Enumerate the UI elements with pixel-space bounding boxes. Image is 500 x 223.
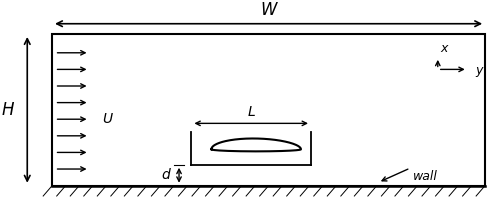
- Text: H: H: [1, 101, 14, 119]
- Text: W: W: [260, 0, 277, 19]
- Bar: [52, 34, 485, 186]
- Text: d: d: [162, 168, 170, 182]
- Text: L: L: [248, 105, 255, 119]
- Text: U: U: [102, 112, 112, 126]
- Text: x: x: [440, 42, 448, 55]
- Text: y: y: [475, 64, 482, 77]
- Text: wall: wall: [413, 170, 438, 183]
